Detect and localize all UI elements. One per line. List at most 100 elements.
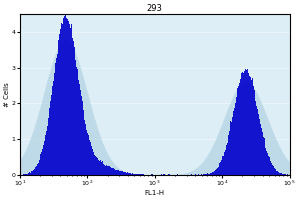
Bar <box>207 173 208 175</box>
Bar <box>119 171 120 175</box>
Bar <box>275 169 276 175</box>
Bar <box>41 152 42 175</box>
Bar <box>121 171 122 175</box>
Bar <box>151 174 152 175</box>
Bar <box>86 130 87 175</box>
Bar <box>75 48 76 175</box>
Bar <box>169 174 170 175</box>
Bar <box>122 171 123 175</box>
Bar <box>53 81 54 175</box>
Bar <box>23 174 24 175</box>
Bar <box>248 73 249 175</box>
Bar <box>271 163 272 175</box>
Bar <box>72 38 73 175</box>
Bar <box>219 163 220 175</box>
Bar <box>257 109 258 175</box>
Bar <box>67 18 68 175</box>
Bar <box>254 92 255 175</box>
Bar <box>255 101 256 175</box>
Bar <box>272 166 273 175</box>
Bar <box>220 162 221 175</box>
Bar <box>205 174 206 175</box>
Bar <box>285 174 286 175</box>
Bar <box>68 21 69 175</box>
Bar <box>64 16 65 175</box>
Bar <box>66 18 67 175</box>
Bar <box>65 15 66 175</box>
Bar <box>282 174 283 175</box>
Bar <box>95 156 96 175</box>
Bar <box>226 143 227 175</box>
Bar <box>55 63 56 175</box>
Bar <box>213 172 214 175</box>
Bar <box>24 174 25 175</box>
Bar <box>88 135 89 175</box>
Bar <box>28 173 29 175</box>
Bar <box>236 81 237 175</box>
Bar <box>251 80 252 175</box>
Bar <box>218 165 219 175</box>
Title: 293: 293 <box>147 4 163 13</box>
Bar <box>134 174 135 175</box>
Bar <box>141 174 142 175</box>
Bar <box>135 174 136 175</box>
Bar <box>143 174 144 175</box>
Bar <box>120 171 121 175</box>
Bar <box>26 174 27 175</box>
Bar <box>287 174 288 175</box>
Bar <box>118 170 119 175</box>
Bar <box>260 124 261 175</box>
Bar <box>39 160 40 175</box>
Bar <box>163 174 164 175</box>
Bar <box>239 83 240 175</box>
Bar <box>82 101 83 175</box>
Bar <box>60 29 61 175</box>
Bar <box>25 174 26 175</box>
Bar <box>127 172 128 175</box>
Bar <box>203 174 204 175</box>
Bar <box>81 96 82 175</box>
Bar <box>232 117 233 175</box>
Bar <box>100 160 101 175</box>
Bar <box>210 173 211 175</box>
Bar <box>113 168 114 175</box>
Bar <box>27 174 28 175</box>
Bar <box>230 121 231 175</box>
Bar <box>90 142 91 175</box>
Bar <box>73 41 74 175</box>
Bar <box>115 170 116 175</box>
Bar <box>208 174 209 175</box>
Bar <box>89 140 90 175</box>
Bar <box>270 161 271 175</box>
Bar <box>164 174 165 175</box>
Bar <box>70 28 71 175</box>
Bar <box>92 149 93 175</box>
Bar <box>252 78 253 175</box>
Bar <box>278 172 279 175</box>
Bar <box>43 145 44 175</box>
Bar <box>241 73 242 175</box>
Bar <box>91 146 92 175</box>
Bar <box>69 24 70 175</box>
Bar <box>32 171 33 175</box>
Bar <box>131 174 132 175</box>
Bar <box>204 174 205 175</box>
Bar <box>102 163 103 175</box>
Bar <box>261 128 262 175</box>
Bar <box>235 103 236 175</box>
Bar <box>258 114 259 175</box>
Bar <box>50 101 51 175</box>
Bar <box>280 173 281 175</box>
Bar <box>107 166 108 175</box>
Bar <box>99 161 100 175</box>
Bar <box>125 172 126 175</box>
Bar <box>276 171 277 175</box>
Bar <box>116 170 117 175</box>
Bar <box>224 152 225 175</box>
Bar <box>85 124 86 175</box>
Bar <box>62 24 63 175</box>
Bar <box>110 167 111 175</box>
Bar <box>114 169 115 175</box>
Bar <box>38 163 39 175</box>
Y-axis label: # Cells: # Cells <box>4 82 10 107</box>
